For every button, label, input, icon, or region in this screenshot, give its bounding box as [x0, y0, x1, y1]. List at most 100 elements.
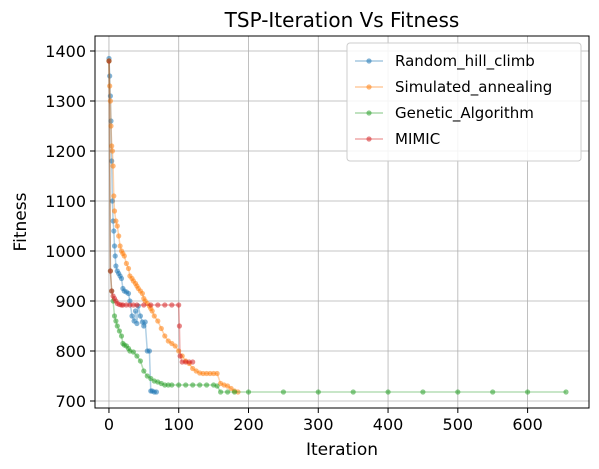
data-point [190, 359, 196, 365]
data-point [139, 290, 145, 297]
series-mimic [106, 58, 196, 365]
y-tick-label: 1400 [45, 42, 86, 61]
x-tick-label: 500 [443, 415, 474, 434]
data-point [109, 148, 115, 154]
legend-item: Genetic_Algorithm [355, 104, 534, 123]
legend-marker [366, 58, 372, 64]
legend-label: MIMIC [395, 130, 440, 148]
data-point [162, 333, 168, 339]
legend-marker [366, 110, 372, 116]
data-point [197, 382, 203, 388]
data-point [146, 348, 152, 354]
x-tick-label: 400 [373, 415, 404, 434]
data-point [111, 193, 117, 199]
legend-label: Simulated_annealing [395, 78, 552, 97]
data-point [183, 382, 189, 388]
data-point [420, 389, 426, 395]
data-point [214, 370, 220, 377]
series-random-hill-climb [106, 55, 159, 395]
data-point [111, 208, 118, 214]
data-point [137, 313, 143, 319]
data-point [134, 320, 140, 327]
x-tick-label: 200 [233, 415, 264, 434]
data-point [169, 382, 175, 388]
data-point [107, 98, 113, 104]
data-point [110, 163, 116, 169]
y-tick-label: 800 [55, 342, 86, 361]
data-point [172, 343, 178, 349]
legend-marker [366, 84, 372, 90]
data-point [204, 382, 210, 388]
data-point [137, 358, 143, 364]
data-point [109, 143, 115, 149]
legend-item: Random_hill_climb [355, 52, 535, 71]
plot-frame [94, 35, 590, 409]
data-point [315, 389, 321, 395]
data-point [151, 313, 157, 319]
data-point [127, 298, 133, 304]
data-point [142, 319, 148, 325]
data-point [113, 218, 119, 224]
x-tick-label: 100 [163, 415, 194, 434]
data-point [109, 198, 115, 204]
data-point [158, 325, 164, 332]
y-tick-label: 1200 [45, 142, 86, 161]
data-point [113, 263, 119, 269]
data-point [129, 313, 135, 319]
data-point [114, 323, 120, 329]
legend-marker [366, 136, 372, 142]
data-point [121, 253, 127, 259]
data-point [176, 382, 182, 388]
data-point [125, 290, 132, 297]
data-point [106, 58, 112, 64]
data-point [134, 353, 140, 359]
data-point [141, 368, 147, 374]
data-point [125, 265, 132, 272]
chart-title: TSP-Iteration Vs Fitness [224, 8, 460, 32]
data-point [111, 313, 118, 319]
x-tick-label: 600 [512, 415, 543, 434]
data-point [141, 302, 147, 308]
series-line [108, 60, 193, 363]
y-tick-label: 1100 [45, 192, 86, 211]
data-point [107, 268, 113, 274]
data-point [162, 302, 168, 308]
legend-label: Random_hill_climb [395, 52, 535, 71]
data-point [118, 333, 125, 339]
data-point [350, 389, 356, 395]
y-axis-label: Fitness [11, 192, 31, 251]
data-point [114, 223, 120, 229]
data-point [280, 389, 286, 395]
data-point [107, 73, 113, 79]
data-point [176, 302, 182, 308]
data-point [111, 243, 118, 249]
y-tick-label: 1300 [45, 92, 86, 111]
y-tick-label: 1000 [45, 242, 86, 261]
y-tick-label: 900 [55, 292, 86, 311]
legend-item: MIMIC [355, 130, 440, 148]
data-point [176, 348, 182, 354]
data-point [231, 389, 238, 395]
data-point [155, 318, 161, 324]
data-point [155, 302, 161, 308]
data-point [107, 83, 113, 89]
data-point [107, 93, 113, 99]
data-point [108, 123, 114, 129]
data-point [116, 328, 122, 334]
data-point [190, 382, 196, 388]
data-point [385, 389, 391, 395]
data-point [563, 389, 569, 395]
plot-area [106, 55, 569, 395]
data-point [109, 288, 115, 294]
legend: Random_hill_climb Simulated_annealing Gene… [346, 42, 582, 162]
data-point [214, 383, 220, 389]
data-point [141, 323, 147, 329]
data-point [134, 302, 140, 308]
legend-box [346, 42, 582, 162]
data-point [176, 323, 182, 329]
data-point [490, 389, 496, 395]
data-point [455, 389, 461, 395]
data-point [109, 158, 115, 164]
data-point [218, 389, 224, 395]
